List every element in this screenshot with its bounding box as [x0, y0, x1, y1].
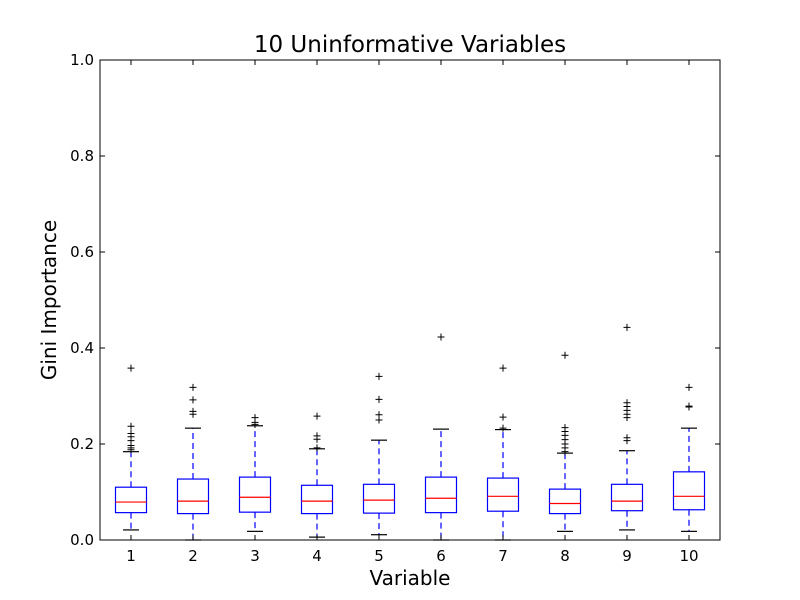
outlier-marker — [499, 364, 507, 372]
iqr-box — [238, 476, 272, 513]
box-group-5 — [362, 372, 396, 536]
y-tick-label: 1.0 — [70, 51, 94, 69]
iqr-box — [176, 478, 210, 515]
outlier-marker — [685, 402, 693, 410]
x-tick-label: 5 — [374, 547, 384, 565]
outlier-marker — [189, 407, 197, 415]
outlier-marker — [623, 434, 631, 442]
chart-title: 10 Uninformative Variables — [254, 32, 566, 58]
x-tick-label: 3 — [250, 547, 260, 565]
outlier-marker — [313, 444, 321, 452]
x-tick-label: 10 — [679, 547, 698, 565]
outlier-marker — [375, 411, 383, 419]
y-axis-title: Gini Importance — [37, 220, 61, 380]
x-tick-label: 7 — [498, 547, 508, 565]
x-tick-label: 6 — [436, 547, 446, 565]
outlier-marker — [375, 395, 383, 403]
y-tick-label: 0.6 — [70, 243, 94, 261]
y-tick-label: 0.0 — [70, 531, 94, 549]
outlier-marker — [189, 383, 197, 391]
outlier-marker — [499, 413, 507, 421]
box-group-2 — [176, 383, 210, 541]
outlier-marker — [561, 424, 569, 432]
x-axis-title: Variable — [370, 566, 451, 590]
outlier-marker — [623, 399, 631, 407]
outlier-marker — [313, 432, 321, 440]
box-group-6 — [424, 333, 458, 541]
y-tick-label: 0.2 — [70, 435, 94, 453]
x-tick-label: 1 — [126, 547, 136, 565]
outlier-marker — [561, 351, 569, 359]
outlier-marker — [499, 424, 507, 432]
box-group-8 — [548, 351, 582, 532]
box-group-4 — [300, 412, 334, 538]
outlier-marker — [623, 323, 631, 331]
outlier-marker — [375, 372, 383, 380]
iqr-box — [486, 477, 520, 512]
box-group-3 — [238, 414, 272, 532]
outlier-marker — [685, 383, 693, 391]
outlier-marker — [127, 429, 135, 437]
iqr-box — [610, 483, 644, 512]
box-group-7 — [486, 364, 520, 541]
outlier-marker — [127, 422, 135, 430]
box-group-10 — [672, 383, 706, 532]
outlier-marker — [313, 412, 321, 420]
plot-frame — [99, 59, 721, 541]
y-tick-label: 0.8 — [70, 147, 94, 165]
axes: 0.0 0.2 0.4 0.6 0.8 1.0 1 2 3 4 5 6 7 8 9 10 — [70, 51, 720, 565]
outlier-marker — [251, 414, 259, 422]
y-tick-label: 0.4 — [70, 339, 94, 357]
outlier-marker — [189, 396, 197, 404]
plot-marks — [114, 323, 706, 541]
box-group-1 — [114, 364, 148, 531]
iqr-box — [672, 471, 706, 511]
x-tick-label: 4 — [312, 547, 322, 565]
iqr-box — [114, 486, 148, 514]
x-tick-label: 9 — [622, 547, 632, 565]
iqr-box — [362, 483, 396, 514]
x-tick-label: 2 — [188, 547, 198, 565]
box-group-9 — [610, 323, 644, 531]
x-tick-label: 8 — [560, 547, 570, 565]
iqr-box — [548, 488, 582, 515]
iqr-box — [300, 484, 334, 515]
iqr-box — [424, 476, 458, 514]
outlier-marker — [437, 333, 445, 341]
outlier-marker — [127, 364, 135, 372]
